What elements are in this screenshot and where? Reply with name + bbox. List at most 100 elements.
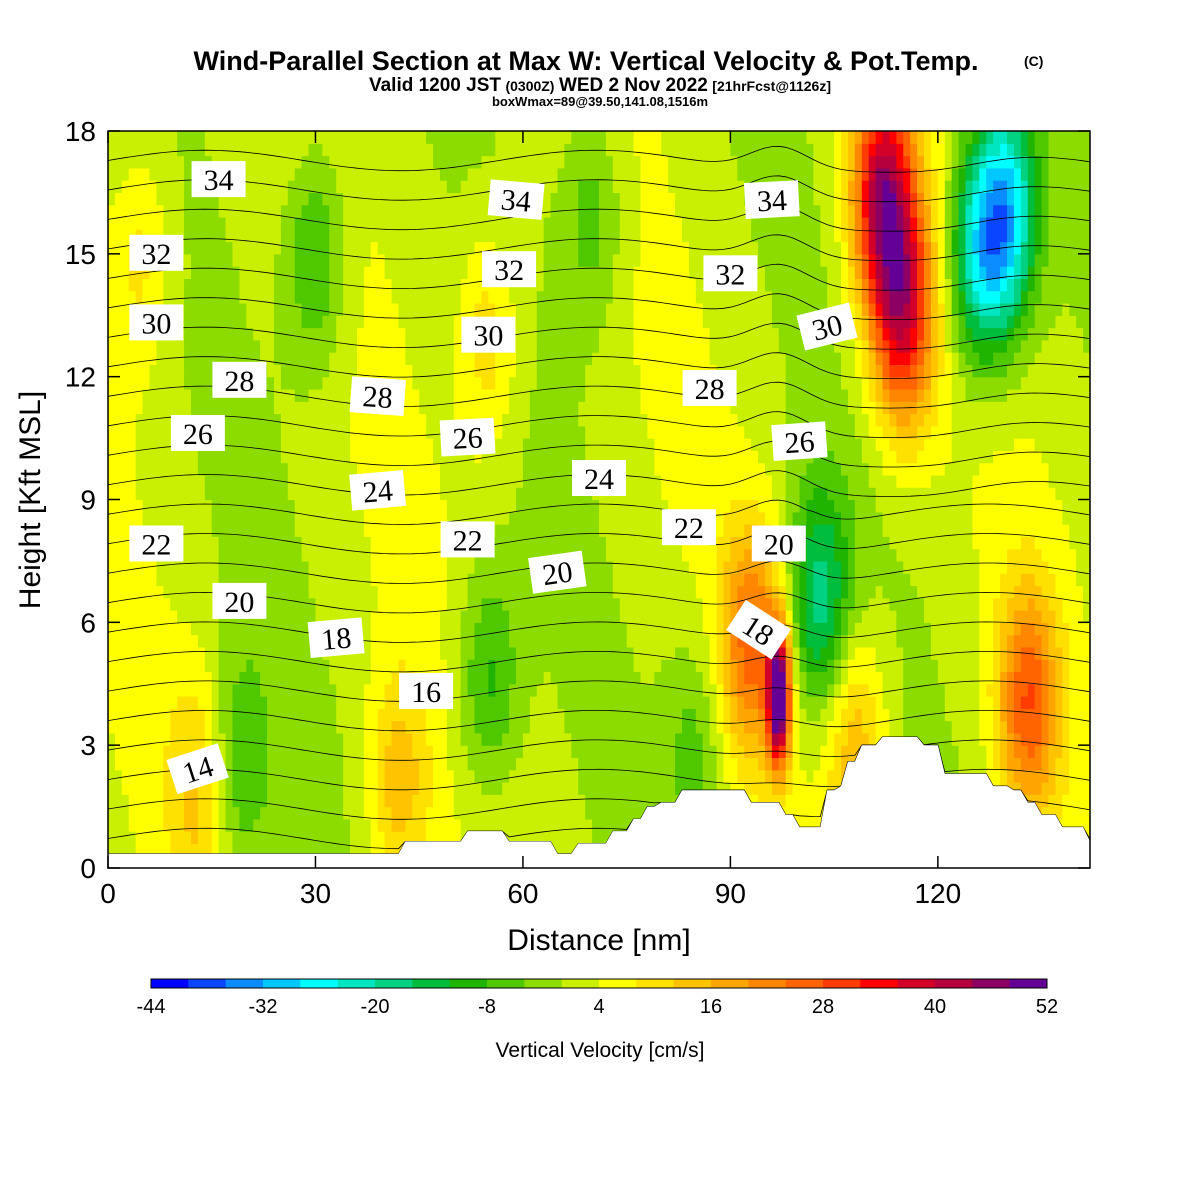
heatmap-cell <box>675 548 683 562</box>
heatmap-cell <box>211 339 220 353</box>
heatmap-cell <box>516 364 524 378</box>
heatmap-cell <box>439 782 448 795</box>
heatmap-cell <box>439 167 448 181</box>
heatmap-cell <box>578 818 586 832</box>
heatmap-cell <box>585 266 593 279</box>
heatmap-cell <box>412 659 420 673</box>
heatmap-cell <box>246 536 254 550</box>
heatmap-cell <box>398 511 406 525</box>
heatmap-cell <box>149 745 158 759</box>
heatmap-cell <box>211 474 220 488</box>
heatmap-cell <box>218 511 227 525</box>
heatmap-cell <box>405 732 413 746</box>
heatmap-cell <box>336 462 344 476</box>
heatmap-cell <box>488 352 496 365</box>
heatmap-cell <box>585 634 593 648</box>
heatmap-cell <box>536 131 545 144</box>
heatmap-cell <box>190 794 199 808</box>
heatmap-cell <box>675 720 683 734</box>
heatmap-cell <box>619 438 628 451</box>
heatmap-cell <box>412 487 420 501</box>
heatmap-cell <box>419 241 427 255</box>
heatmap-cell <box>149 487 158 501</box>
heatmap-cell <box>225 450 234 464</box>
heatmap-cell <box>184 818 192 832</box>
heatmap-cell <box>294 401 303 415</box>
heatmap-cell <box>419 610 427 623</box>
heatmap-cell <box>384 536 393 550</box>
heatmap-cell <box>612 499 621 513</box>
heatmap-cell <box>190 302 199 316</box>
heatmap-cell <box>426 315 434 329</box>
heatmap-cell <box>336 352 344 365</box>
heatmap-cell <box>356 511 365 525</box>
heatmap-cell <box>605 622 614 636</box>
heatmap-cell <box>190 622 199 636</box>
heatmap-cell <box>377 610 386 623</box>
heatmap-cell <box>377 339 386 353</box>
heatmap-cell <box>612 438 621 451</box>
heatmap-cell <box>460 511 469 525</box>
heatmap-cell <box>446 732 455 746</box>
heatmap-cell <box>619 757 628 771</box>
heatmap-cell <box>502 818 510 832</box>
heatmap-cell <box>163 782 171 795</box>
heatmap-cell <box>592 315 600 329</box>
heatmap-cell <box>225 339 234 353</box>
heatmap-cell <box>564 683 572 697</box>
heatmap-cell <box>412 560 420 574</box>
heatmap-cell <box>287 192 296 206</box>
heatmap-cell <box>405 167 413 181</box>
heatmap-cell <box>426 216 434 230</box>
heatmap-cell <box>605 511 614 525</box>
heatmap-cell <box>267 511 275 525</box>
heatmap-cell <box>149 585 158 599</box>
heatmap-cell <box>253 757 261 771</box>
heatmap-cell <box>253 573 261 587</box>
heatmap-cell <box>433 388 441 402</box>
heatmap-cell <box>128 831 137 845</box>
heatmap-cell <box>557 487 566 501</box>
heatmap-cell <box>599 450 607 464</box>
heatmap-cell <box>301 253 310 267</box>
heatmap-cell <box>578 757 586 771</box>
heatmap-cell <box>260 794 268 808</box>
heatmap-cell <box>467 622 476 636</box>
heatmap-cell <box>184 474 192 488</box>
heatmap-cell <box>315 364 323 378</box>
heatmap-cell <box>377 180 386 194</box>
heatmap-cell <box>543 831 552 845</box>
heatmap-cell <box>426 560 434 574</box>
heatmap-cell <box>260 548 268 562</box>
heatmap-cell <box>301 769 310 783</box>
heatmap-cell <box>246 339 254 353</box>
heatmap-cell <box>163 388 171 402</box>
heatmap-cell <box>668 413 676 427</box>
heatmap-cell <box>184 131 192 144</box>
heatmap-cell <box>336 487 344 501</box>
heatmap-cell <box>301 597 310 611</box>
heatmap-cell <box>197 278 206 292</box>
heatmap-cell <box>426 401 434 415</box>
heatmap-cell <box>661 155 669 169</box>
heatmap-cell <box>391 794 400 808</box>
heatmap-cell <box>571 376 579 390</box>
heatmap-cell <box>246 241 254 255</box>
heatmap-cell <box>218 622 227 636</box>
heatmap-cell <box>218 671 227 685</box>
heatmap-cell <box>439 720 448 734</box>
heatmap-cell <box>218 560 227 574</box>
heatmap-cell <box>668 155 676 169</box>
heatmap-cell <box>246 253 254 267</box>
heatmap-cell <box>571 622 579 636</box>
heatmap-cell <box>647 745 655 759</box>
heatmap-cell <box>128 708 137 722</box>
heatmap-cell <box>190 229 199 243</box>
heatmap-cell <box>426 229 434 243</box>
heatmap-cell <box>197 462 206 476</box>
heatmap-cell <box>585 782 593 795</box>
heatmap-cell <box>675 388 683 402</box>
heatmap-cell <box>170 167 178 181</box>
heatmap-cell <box>356 745 365 759</box>
heatmap-cell <box>273 376 282 390</box>
